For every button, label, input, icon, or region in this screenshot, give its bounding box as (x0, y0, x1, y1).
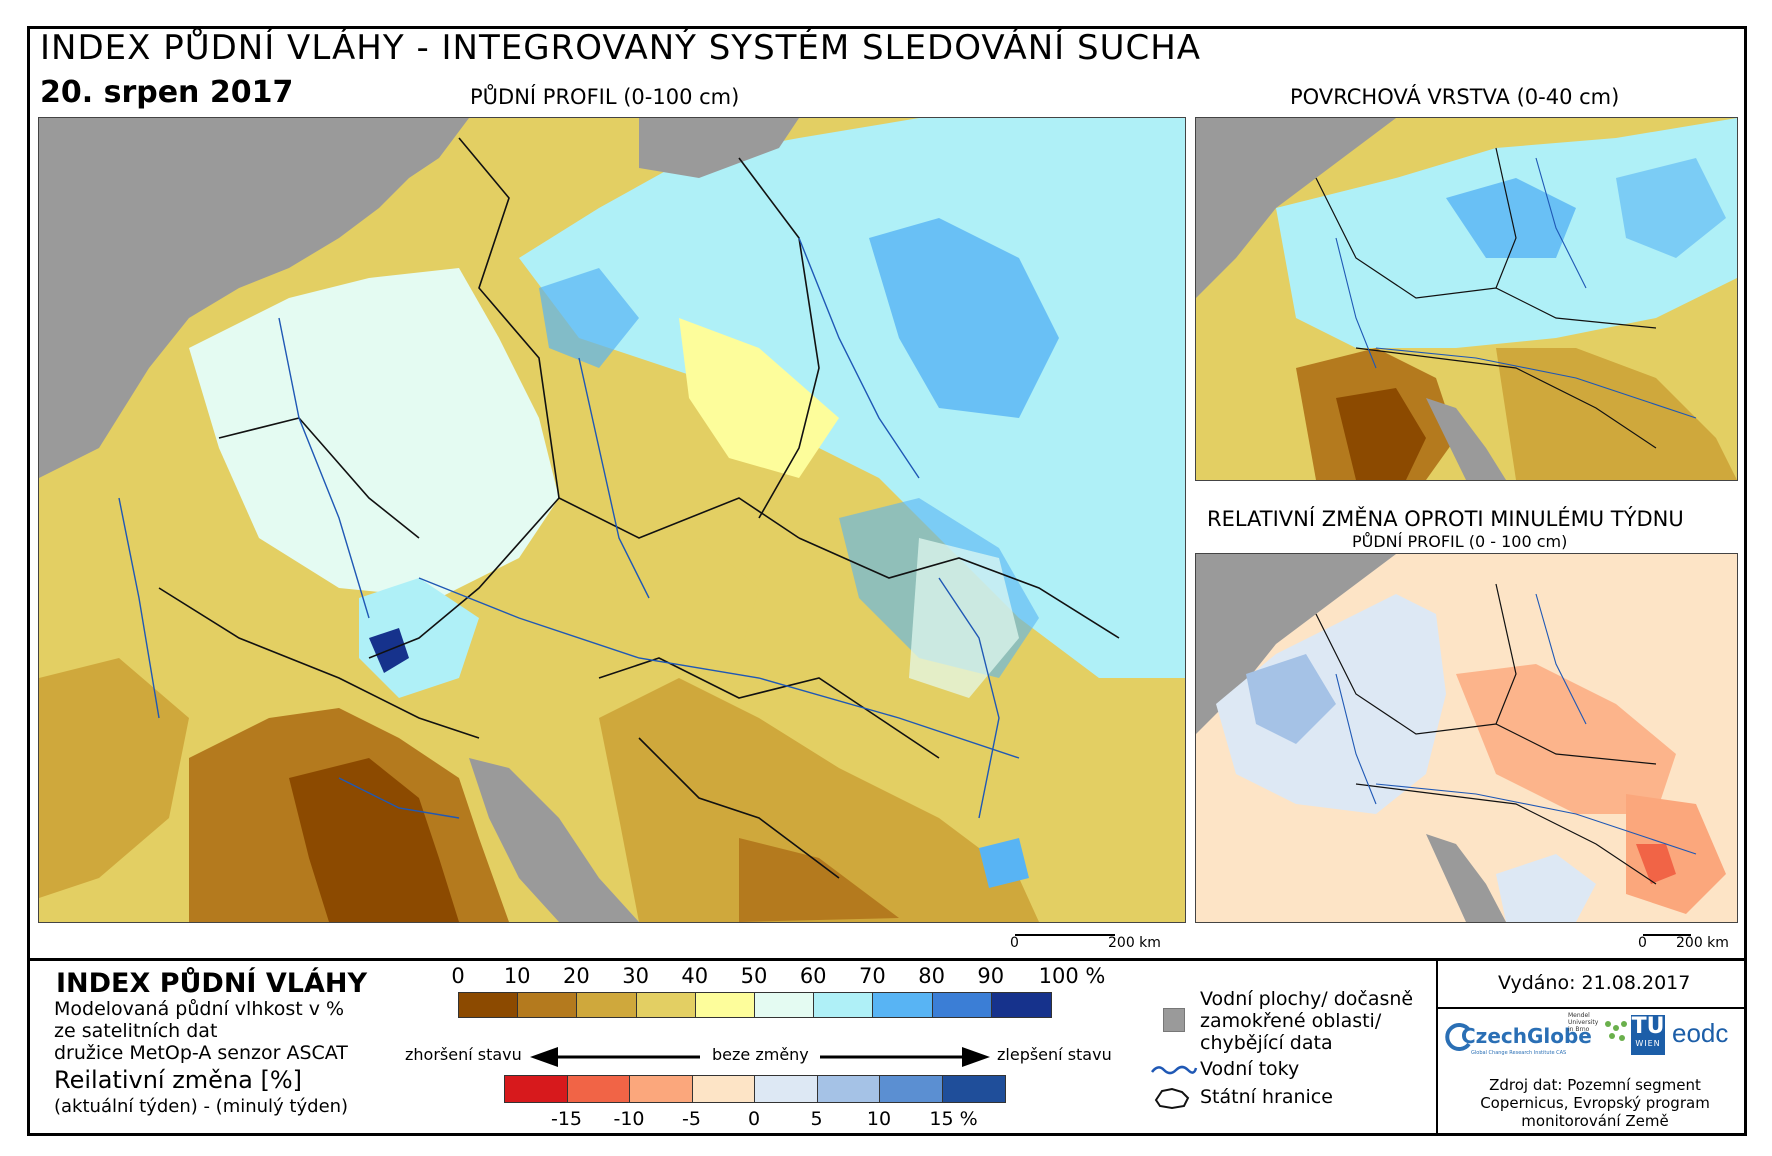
change-swatch-2 (630, 1076, 693, 1102)
figure-date: 20. srpen 2017 (40, 75, 294, 110)
legend-desc-line-3: družice MetOp-A senzor ASCAT (54, 1042, 348, 1064)
index-swatch-4 (695, 993, 755, 1017)
issued-separator (1437, 1007, 1747, 1009)
border-symbol-icon (1154, 1087, 1190, 1110)
figure-title: INDEX PŮDNÍ VLÁHY - INTEGROVANÝ SYSTÉM S… (40, 28, 1202, 68)
index-tick-label: 100 % (1038, 964, 1106, 988)
index-tick-label: 40 (681, 964, 709, 988)
worse-label: zhoršení stavu (405, 1045, 522, 1064)
main-scale-end: 200 km (1108, 935, 1161, 951)
index-tick-label: 30 (622, 964, 649, 988)
legend-title: INDEX PŮDNÍ VLÁHY (56, 968, 368, 999)
index-swatch-7 (873, 993, 933, 1017)
water-label-line-1: Vodní plochy/ dočasně (1200, 988, 1414, 1010)
nochange-label: beze změny (712, 1045, 809, 1064)
mendel-logo: Mendel University in Brno (1568, 1012, 1627, 1041)
change-swatch-3 (692, 1076, 755, 1102)
legend-desc-line-1: Modelovaná půdní vlhkost v % (54, 998, 345, 1020)
borders-label: Státní hranice (1200, 1086, 1333, 1108)
no-data-swatch (1163, 1008, 1185, 1032)
index-swatch-8 (932, 993, 992, 1017)
change-swatch-1 (567, 1076, 630, 1102)
index-swatch-9 (991, 993, 1051, 1017)
index-swatch-1 (518, 993, 578, 1017)
tu-wien-logo: TU WIEN (1631, 1015, 1665, 1055)
left-arrow-icon (530, 1047, 700, 1067)
index-swatch-3 (636, 993, 696, 1017)
index-swatch-6 (814, 993, 874, 1017)
index-swatch-2 (577, 993, 637, 1017)
water-label-line-3: chybějící data (1200, 1032, 1333, 1054)
change-swatch-6 (880, 1076, 943, 1102)
main-soil-moisture-map (38, 117, 1186, 923)
water-label-line-2: zamokřené oblasti/ (1200, 1010, 1382, 1032)
surface-map-caption: POVRCHOVÁ VRSTVA (0-40 cm) (1290, 85, 1620, 109)
right-arrow-icon (820, 1047, 990, 1067)
change-swatch-7 (942, 1076, 1005, 1102)
index-tick-label: 80 (918, 964, 945, 988)
data-source: Zdroj dat: Pozemní segment Copernicus, E… (1450, 1076, 1740, 1130)
change-map-caption: RELATIVNÍ ZMĚNA OPROTI MINULÉMU TÝDNU (1207, 507, 1684, 531)
change-color-bar (504, 1075, 1006, 1103)
relative-change-map (1195, 553, 1738, 923)
change-legend-desc: (aktuální týden) - (minulý týden) (54, 1096, 349, 1117)
change-scale-zero: 0 (1638, 935, 1647, 951)
change-tick-label: 0 (747, 1108, 761, 1130)
better-label: zlepšení stavu (997, 1045, 1112, 1064)
change-tick-label: 5 (810, 1108, 823, 1130)
index-tick-label: 90 (977, 964, 1005, 988)
index-color-bar (458, 992, 1052, 1018)
change-scale-bar (1643, 928, 1691, 936)
main-scale-bar (1015, 928, 1115, 936)
legend-separator (27, 958, 1747, 961)
change-legend-title: Reilativní změna [%] (54, 1066, 303, 1094)
index-swatch-5 (754, 993, 815, 1017)
index-tick-label: 10 (503, 964, 531, 988)
index-tick-label: 20 (563, 964, 590, 988)
index-tick-label: 60 (799, 964, 827, 988)
source-line-3: monitorování Země (1521, 1112, 1669, 1130)
czechglobe-logo-subtext: Global Change Research Institute CAS (1471, 1050, 1567, 1056)
change-tick-label: -5 (682, 1108, 701, 1130)
issued-date: Vydáno: 21.08.2017 (1498, 972, 1691, 994)
river-symbol-icon (1151, 1065, 1198, 1075)
czechglobe-swirl-icon (1445, 1023, 1471, 1051)
tu-logo-subtext: WIEN (1635, 1039, 1661, 1048)
mendel-dots-icon (1605, 1021, 1627, 1041)
rivers-label: Vodní toky (1200, 1058, 1300, 1080)
change-swatch-4 (755, 1076, 818, 1102)
change-map-subcaption: PŮDNÍ PROFIL (0 - 100 cm) (1352, 532, 1568, 551)
change-tick-label: 10 (866, 1108, 892, 1130)
change-swatch-5 (817, 1076, 880, 1102)
change-tick-label: -10 (613, 1108, 645, 1130)
czechglobe-logo-text: CzechGlobe (1461, 1024, 1592, 1048)
tu-logo-text: TU (1631, 1014, 1665, 1039)
change-tick-label: 15 % (929, 1108, 978, 1130)
index-tick-label: 50 (740, 964, 768, 988)
source-line-2: Copernicus, Evropský program (1480, 1094, 1710, 1112)
main-scale-zero: 0 (1010, 935, 1019, 951)
change-swatch-0 (505, 1076, 568, 1102)
legend-desc-line-2: ze satelitních dat (54, 1020, 218, 1042)
surface-layer-map (1195, 117, 1738, 481)
index-swatch-0 (459, 993, 519, 1017)
info-separator (1436, 960, 1438, 1136)
index-tick-label: 0 (451, 964, 465, 988)
eodc-logo: eodc (1672, 1018, 1729, 1048)
change-tick-label: -15 (550, 1108, 583, 1130)
mendel-logo-text: Mendel University in Brno (1568, 1012, 1599, 1033)
source-line-1: Zdroj dat: Pozemní segment (1489, 1076, 1701, 1094)
index-tick-label: 70 (859, 964, 886, 988)
main-map-caption: PŮDNÍ PROFIL (0-100 cm) (470, 85, 740, 109)
change-scale-end: 200 km (1676, 935, 1729, 951)
